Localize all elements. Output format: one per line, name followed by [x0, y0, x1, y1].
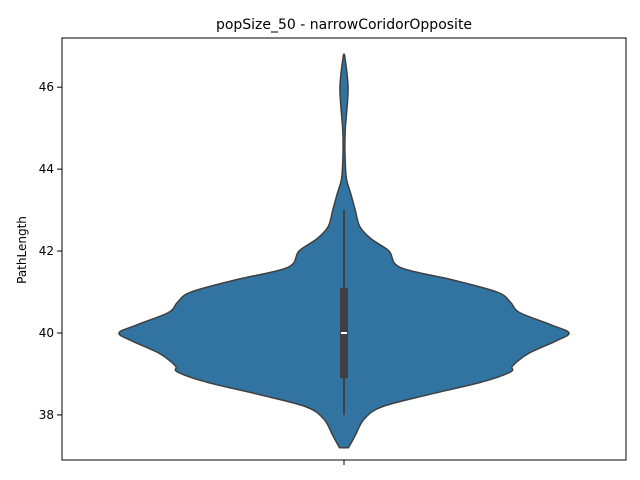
box-layer	[340, 210, 348, 415]
y-ticks: 38 40 42 44 46	[39, 80, 62, 422]
chart-title: popSize_50 - narrowCoridorOpposite	[216, 17, 472, 33]
y-tick-label: 44	[39, 162, 54, 176]
y-axis-label: PathLength	[15, 216, 29, 284]
median-marker	[341, 331, 347, 334]
y-tick-label: 40	[39, 326, 54, 340]
y-tick-label: 46	[39, 80, 54, 94]
y-tick-label: 38	[39, 408, 54, 422]
y-tick-label: 42	[39, 244, 54, 258]
